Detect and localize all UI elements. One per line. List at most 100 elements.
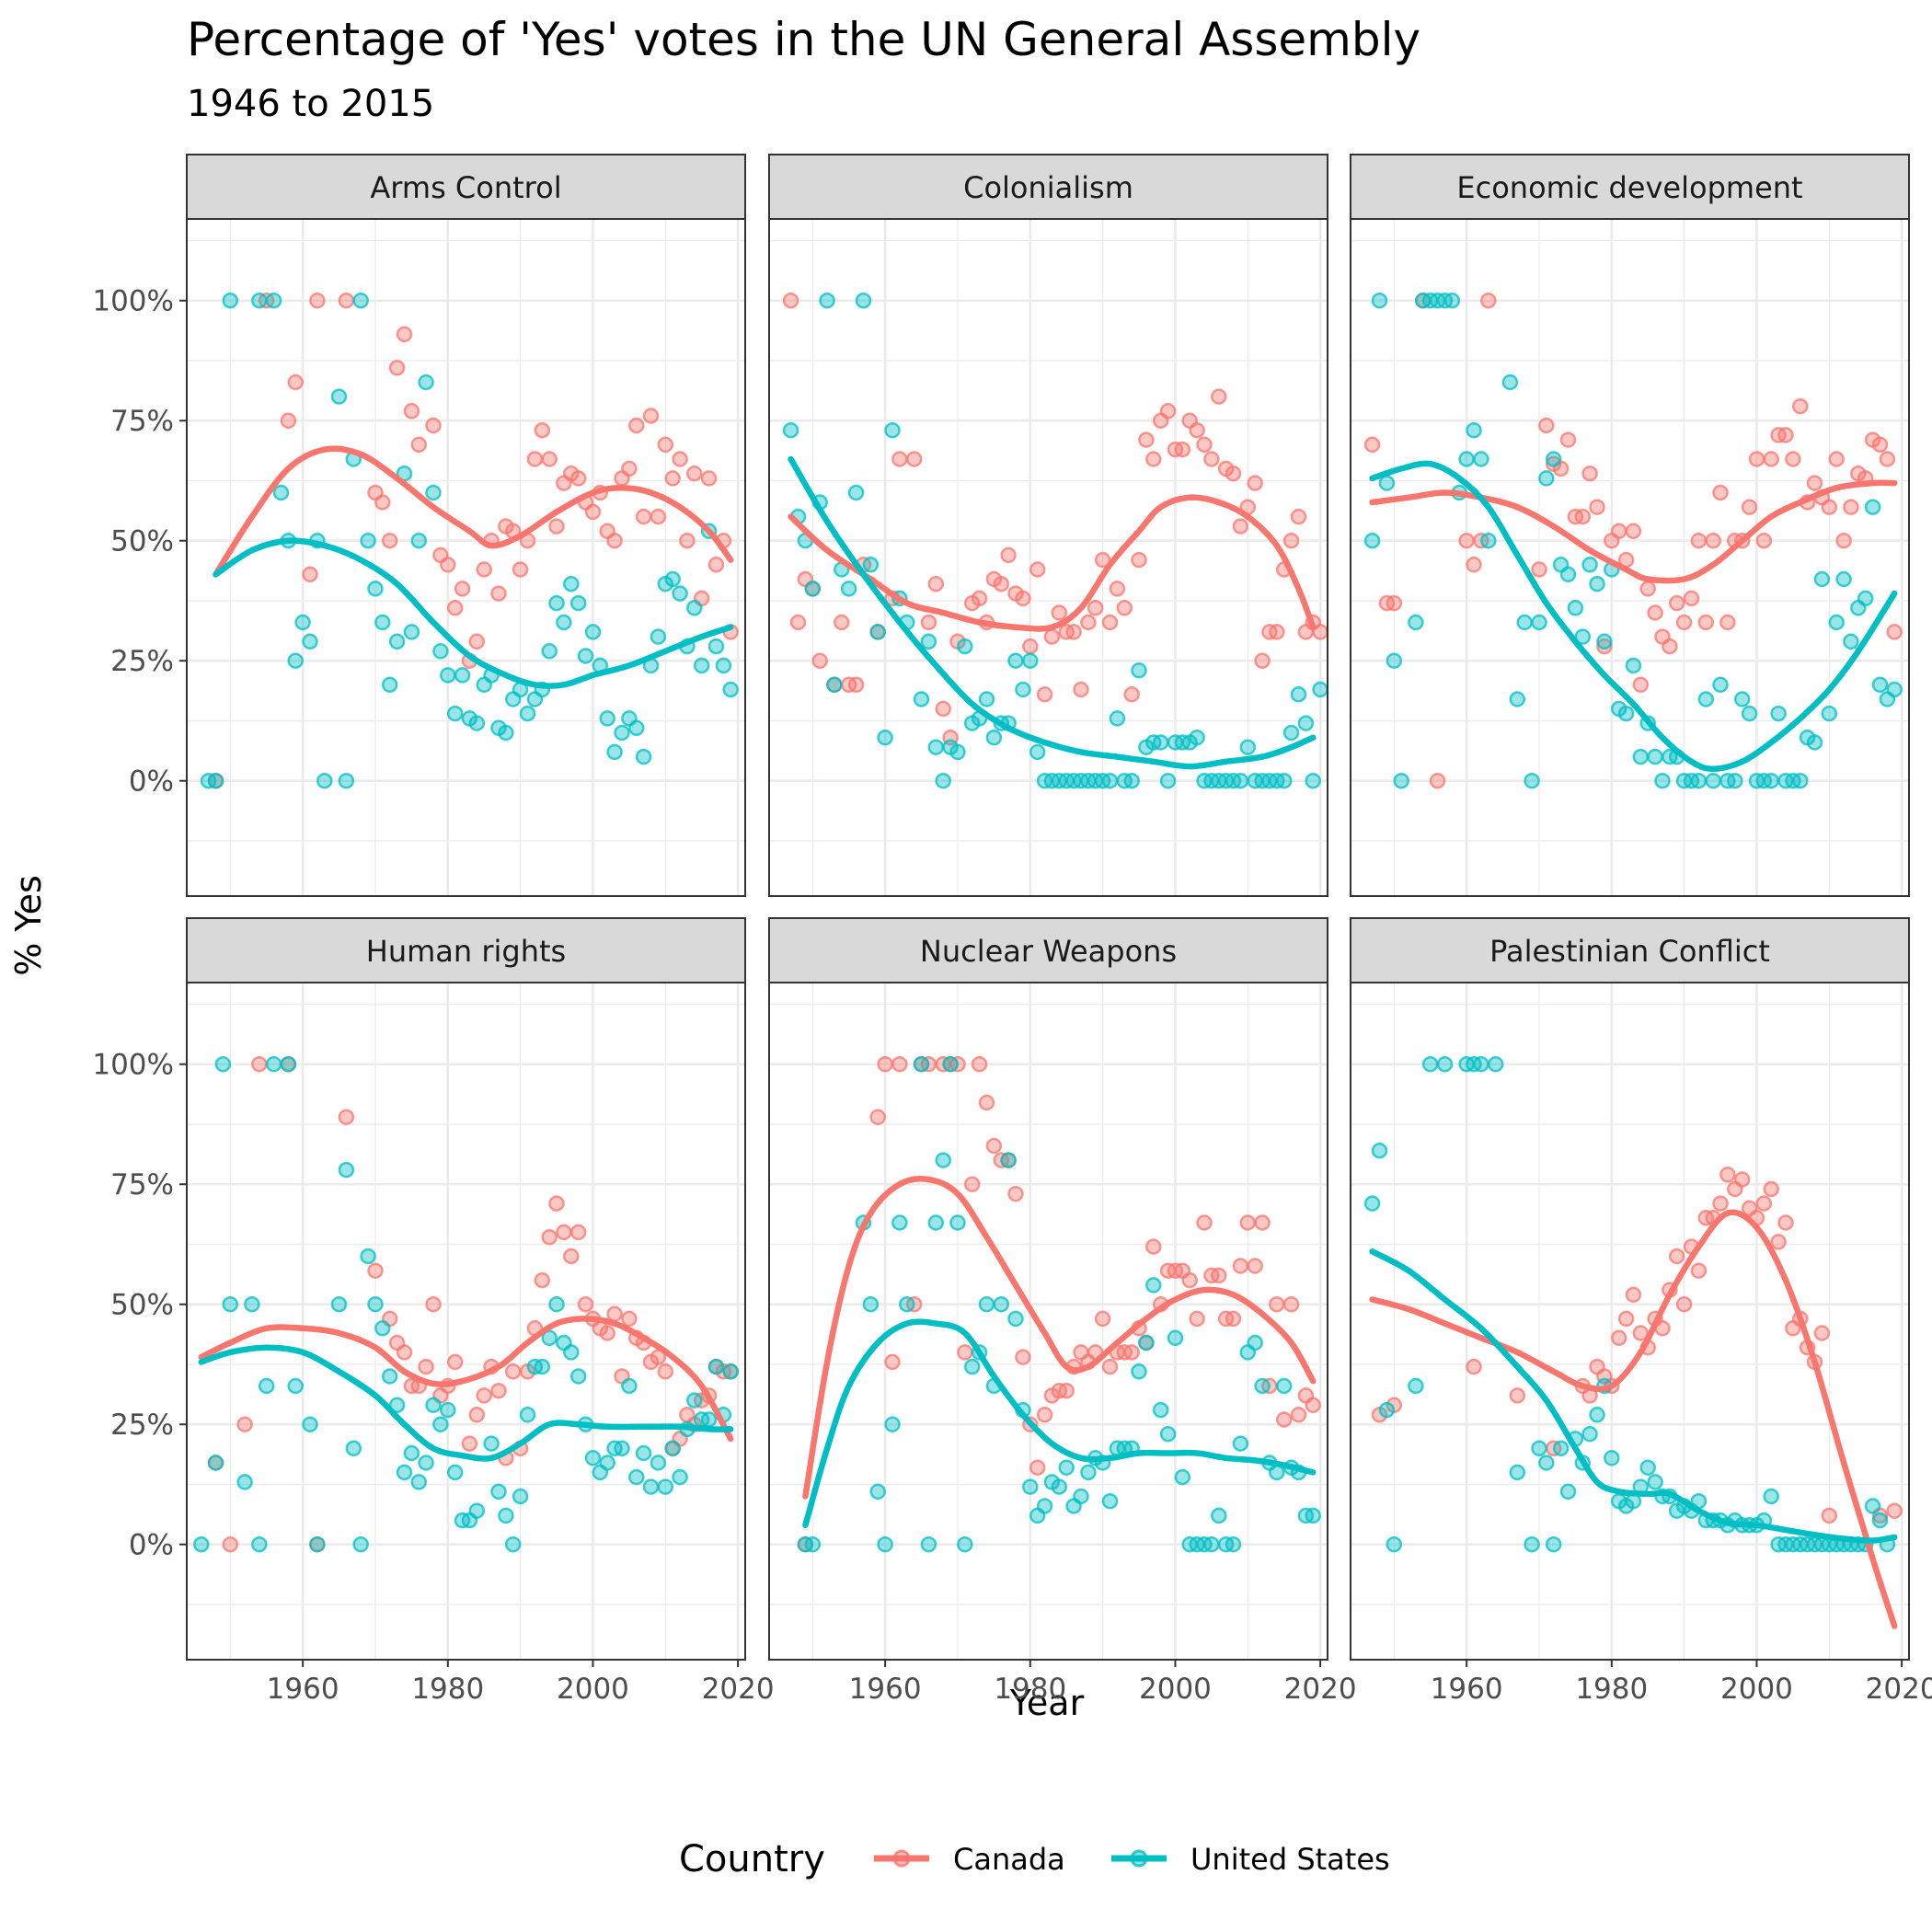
data-point bbox=[1668, 594, 1685, 612]
data-point bbox=[374, 1320, 391, 1337]
data-point bbox=[1668, 1248, 1685, 1265]
data-point bbox=[490, 1483, 507, 1501]
data-point bbox=[1610, 1329, 1627, 1347]
data-point bbox=[1763, 772, 1779, 789]
legend-item-united-states: United States bbox=[1111, 1842, 1390, 1877]
data-point bbox=[388, 1397, 406, 1414]
data-point bbox=[599, 710, 615, 727]
data-point bbox=[440, 557, 456, 573]
panel-border bbox=[768, 982, 1328, 1661]
data-point bbox=[425, 484, 442, 501]
data-point bbox=[302, 633, 318, 650]
facet-strip-label: Arms Control bbox=[370, 170, 561, 205]
data-point bbox=[869, 624, 886, 640]
data-point bbox=[1254, 1214, 1271, 1231]
data-point bbox=[1581, 465, 1598, 482]
data-point bbox=[963, 1176, 981, 1192]
data-point bbox=[614, 1440, 630, 1457]
data-point bbox=[1378, 475, 1396, 491]
panel-background bbox=[187, 983, 745, 1660]
data-point bbox=[1225, 1310, 1242, 1328]
data-point bbox=[490, 1382, 507, 1399]
y-tick-label: 100% bbox=[92, 285, 174, 318]
y-tick-label: 100% bbox=[92, 1049, 174, 1082]
data-point bbox=[614, 724, 630, 742]
data-point bbox=[978, 691, 995, 707]
data-point bbox=[707, 638, 725, 655]
data-point bbox=[606, 532, 623, 549]
data-point bbox=[432, 643, 449, 660]
data-point bbox=[1625, 523, 1642, 540]
data-point bbox=[920, 1535, 937, 1553]
data-point bbox=[628, 1468, 645, 1486]
data-point bbox=[1022, 652, 1039, 669]
data-point bbox=[396, 326, 413, 343]
data-point bbox=[563, 1248, 580, 1265]
data-point bbox=[920, 614, 937, 631]
data-point bbox=[1282, 724, 1300, 742]
data-point bbox=[1101, 772, 1119, 789]
panel-border bbox=[186, 218, 746, 897]
data-point bbox=[905, 451, 923, 467]
data-point bbox=[1109, 710, 1126, 727]
data-point bbox=[556, 1224, 572, 1241]
data-point bbox=[957, 1344, 973, 1361]
data-point bbox=[1429, 772, 1446, 789]
data-point bbox=[1211, 1507, 1227, 1524]
data-point bbox=[309, 1535, 326, 1553]
data-point bbox=[1290, 508, 1307, 525]
data-point bbox=[1247, 475, 1263, 491]
data-point bbox=[265, 1055, 282, 1073]
data-point bbox=[1203, 451, 1220, 467]
data-point bbox=[1239, 739, 1257, 755]
data-point bbox=[1501, 374, 1519, 391]
data-point bbox=[425, 1397, 442, 1414]
data-point bbox=[265, 292, 282, 309]
panel-border bbox=[186, 982, 746, 1661]
smooth-line-canada bbox=[198, 1316, 734, 1443]
data-point bbox=[1632, 748, 1650, 765]
data-point bbox=[1886, 624, 1903, 640]
data-point bbox=[1073, 681, 1089, 698]
data-point bbox=[1559, 1483, 1577, 1501]
data-point bbox=[1386, 652, 1403, 669]
data-point bbox=[1545, 1535, 1562, 1553]
data-point bbox=[672, 1468, 688, 1486]
y-tick-label: 25% bbox=[110, 1409, 174, 1442]
data-point bbox=[338, 1161, 355, 1179]
data-point bbox=[1087, 600, 1104, 616]
data-point bbox=[877, 729, 893, 746]
data-point bbox=[1813, 1325, 1831, 1341]
data-point bbox=[722, 681, 739, 698]
data-point bbox=[1755, 532, 1773, 549]
smooth-line-canada bbox=[788, 494, 1317, 632]
data-point bbox=[1719, 614, 1736, 631]
facet-strip-label: Economic development bbox=[1456, 170, 1802, 205]
facet-strip bbox=[768, 917, 1328, 983]
data-point bbox=[498, 724, 514, 742]
data-point bbox=[811, 652, 828, 669]
data-point bbox=[1763, 451, 1779, 467]
data-point bbox=[1828, 451, 1845, 467]
data-point bbox=[1733, 1171, 1751, 1188]
data-point bbox=[782, 421, 799, 439]
data-point bbox=[1232, 518, 1249, 535]
data-point bbox=[584, 1450, 602, 1466]
data-point bbox=[1043, 628, 1061, 645]
data-point bbox=[1036, 1498, 1053, 1514]
data-point bbox=[367, 1295, 384, 1313]
y-tick-label: 75% bbox=[110, 405, 174, 438]
data-point bbox=[847, 484, 865, 501]
data-point bbox=[935, 700, 951, 718]
x-tick-label: 2000 bbox=[1720, 1673, 1793, 1706]
data-point bbox=[1864, 499, 1881, 515]
data-point bbox=[1196, 1214, 1213, 1231]
data-point bbox=[963, 1358, 981, 1375]
data-point bbox=[1712, 484, 1729, 501]
data-point bbox=[1509, 1387, 1526, 1404]
data-point bbox=[338, 1109, 355, 1125]
x-tick-label: 2020 bbox=[1284, 1673, 1357, 1706]
smooth-line-canada bbox=[1369, 479, 1898, 584]
data-point bbox=[1386, 1535, 1403, 1553]
y-axis-title: % Yes bbox=[8, 875, 49, 976]
